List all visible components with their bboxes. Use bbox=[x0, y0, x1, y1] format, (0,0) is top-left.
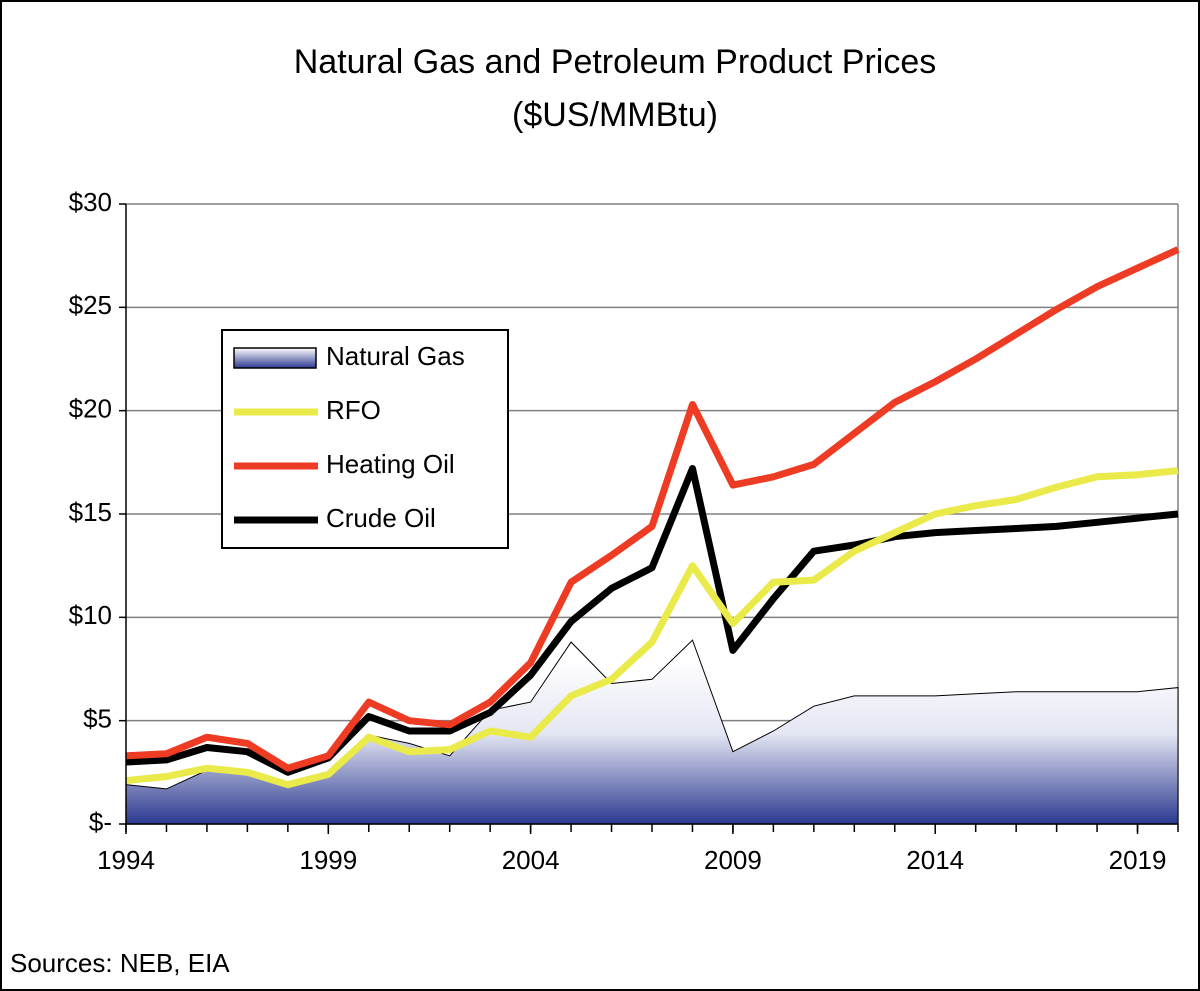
x-tick-label: 2009 bbox=[704, 845, 762, 875]
legend-swatch bbox=[233, 347, 317, 369]
x-tick-label: 2004 bbox=[502, 845, 560, 875]
chart-subtitle: ($US/MMBtu) bbox=[512, 96, 718, 134]
x-tick-label: 1999 bbox=[299, 845, 357, 875]
y-tick-label: $25 bbox=[69, 290, 112, 320]
y-tick-label: $- bbox=[89, 807, 112, 837]
legend-label: Crude Oil bbox=[326, 503, 436, 533]
legend-label: Natural Gas bbox=[326, 341, 465, 371]
y-tick-label: $5 bbox=[83, 704, 112, 734]
source-note: Sources: NEB, EIA bbox=[10, 948, 230, 978]
y-tick-label: $10 bbox=[69, 600, 112, 630]
legend-label: Heating Oil bbox=[326, 449, 455, 479]
x-tick-label: 1994 bbox=[97, 845, 155, 875]
line bbox=[125, 467, 1179, 789]
y-tick-label: $30 bbox=[69, 187, 112, 217]
legend-label: RFO bbox=[326, 395, 381, 425]
x-tick-label: 2019 bbox=[1109, 845, 1167, 875]
chart-title: Natural Gas and Petroleum Product Prices bbox=[294, 43, 937, 81]
line bbox=[125, 246, 1180, 772]
y-tick-label: $15 bbox=[69, 497, 112, 527]
y-tick-label: $20 bbox=[69, 394, 112, 424]
x-tick-label: 2014 bbox=[906, 845, 964, 875]
